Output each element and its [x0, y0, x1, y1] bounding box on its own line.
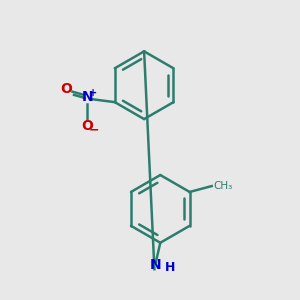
Text: O: O: [60, 82, 72, 97]
Text: O: O: [82, 119, 93, 133]
Text: CH₃: CH₃: [213, 181, 232, 191]
Text: H: H: [165, 261, 175, 274]
Text: −: −: [88, 124, 99, 136]
Text: N: N: [150, 258, 162, 272]
Text: +: +: [89, 88, 98, 98]
Text: N: N: [82, 90, 93, 104]
